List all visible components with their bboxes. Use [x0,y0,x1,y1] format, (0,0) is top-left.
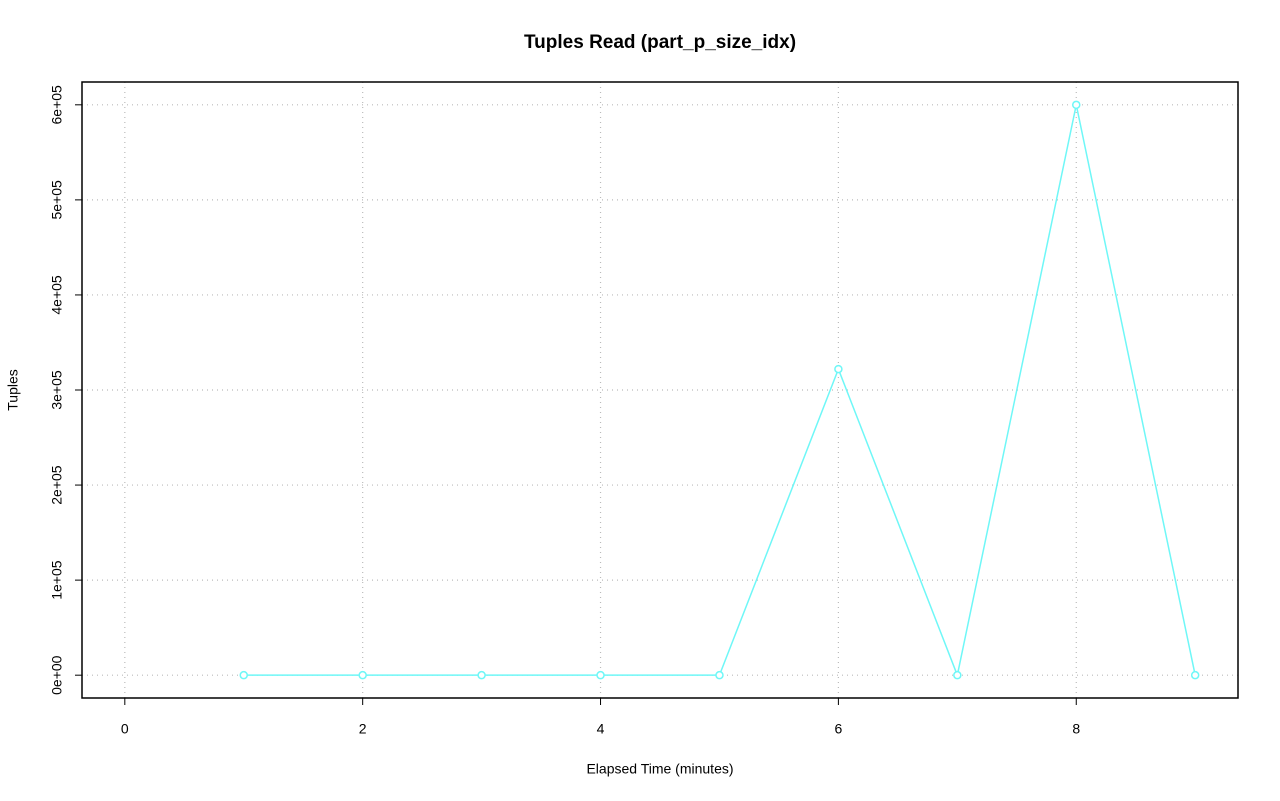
data-point [1190,670,1200,680]
chart-title: Tuples Read (part_p_size_idx) [524,32,796,53]
y-tick-label: 6e+05 [49,85,65,125]
data-point [239,670,248,680]
x-tick-label: 4 [597,721,605,737]
data-point [596,670,605,680]
y-tick-label: 3e+05 [49,370,65,410]
y-tick-label: 2e+05 [49,465,65,505]
y-axis-title: Tuples [5,369,21,411]
y-tick-label: 4e+05 [49,275,65,315]
y-tick-label: 5e+05 [49,180,65,220]
x-axis-title: Elapsed Time (minutes) [586,761,733,777]
x-tick-label: 6 [834,721,842,737]
x-tick-label: 8 [1072,721,1080,737]
plot-area [239,100,1200,680]
data-point [358,670,367,680]
data-point [1072,100,1081,110]
y-tick-label: 1e+05 [49,560,65,600]
data-point [715,670,724,680]
y-tick-label: 0e+00 [49,655,65,695]
x-tick-label: 0 [121,721,129,737]
data-point [477,670,486,680]
data-point [834,364,843,374]
x-tick-label: 2 [359,721,367,737]
data-point [953,670,962,680]
